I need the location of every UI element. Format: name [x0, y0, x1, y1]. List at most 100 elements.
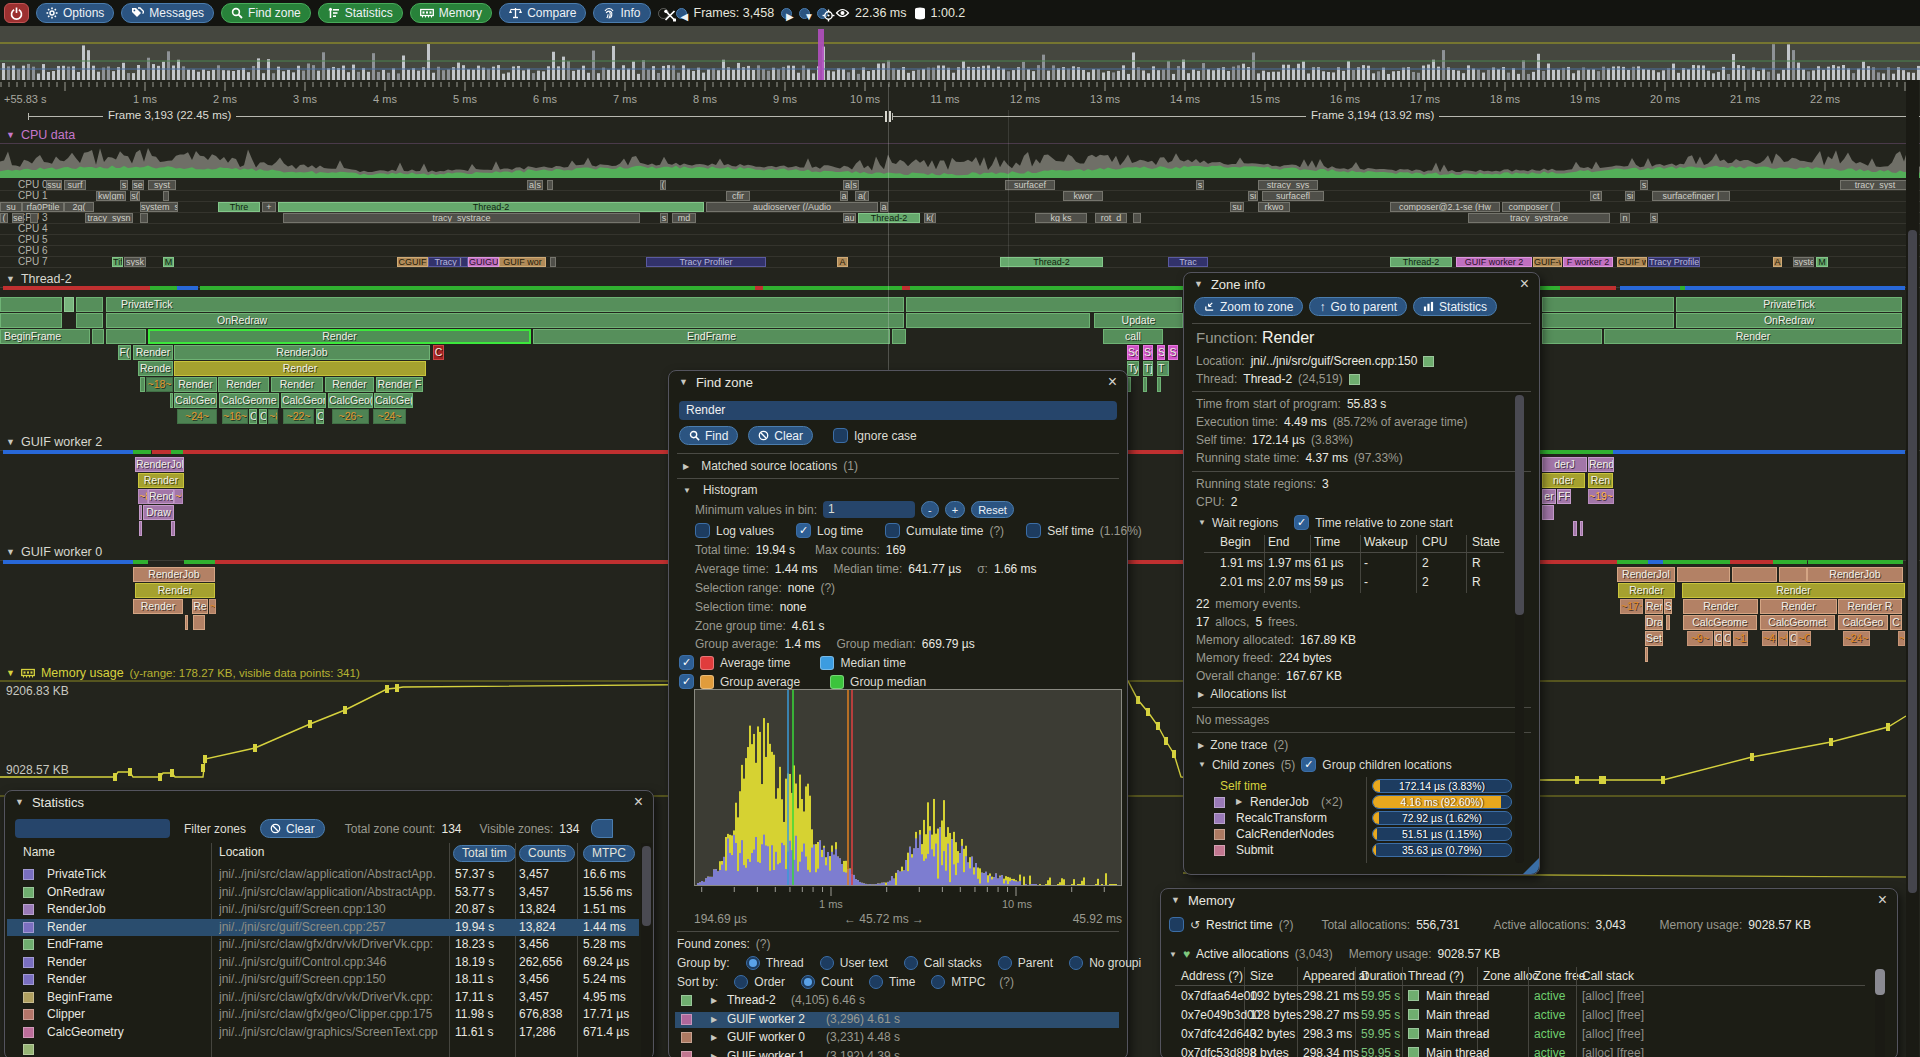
- timeline-zone[interactable]: Render: [148, 329, 531, 344]
- cpu-zone[interactable]: si: [1625, 191, 1635, 201]
- cpu-zone[interactable]: stracy_sys: [1258, 180, 1318, 190]
- timeline-zone[interactable]: [1542, 329, 1602, 344]
- timeline-zone[interactable]: Ren: [1588, 473, 1613, 488]
- cpu-zone[interactable]: a(: [855, 191, 869, 201]
- col-total-time[interactable]: Total tim: [453, 845, 516, 862]
- expand-icon[interactable]: ▶: [711, 1015, 717, 1024]
- cpu-zone[interactable]: GUIGUIF: [468, 257, 499, 267]
- timeline-zone[interactable]: S: [1168, 345, 1178, 360]
- cpu-zone[interactable]: a|s: [527, 180, 543, 190]
- cpu-zone[interactable]: [140, 213, 148, 223]
- checkbox-log-time[interactable]: ✓Log time: [796, 523, 863, 538]
- timeline-zone[interactable]: er: [1542, 489, 1556, 504]
- timeline-zone[interactable]: Render: [1604, 329, 1902, 344]
- col-counts[interactable]: Counts: [519, 845, 575, 862]
- timeline-zone[interactable]: Render: [218, 377, 269, 392]
- memory-title-bar[interactable]: ▼ Memory ×: [1161, 889, 1897, 911]
- memory-usage-header[interactable]: ▼Memory usage(y-range: 178.27 KB, visibl…: [6, 666, 360, 680]
- timeline-zone[interactable]: ~C10~: [1797, 631, 1811, 646]
- cpu-zone[interactable]: system_se: [140, 202, 178, 212]
- options-button[interactable]: Options: [36, 3, 114, 23]
- timeline-zone[interactable]: ~24~: [373, 409, 406, 424]
- expand-icon[interactable]: ▶: [1198, 741, 1204, 750]
- thread-color-swatch[interactable]: [1349, 374, 1360, 385]
- mem-col-header[interactable]: Size: [1250, 969, 1273, 983]
- child-zone-name[interactable]: Submit: [1236, 843, 1273, 857]
- timeline-scrollbar-thumb[interactable]: [1908, 230, 1917, 893]
- memory-button[interactable]: Memory: [410, 3, 492, 23]
- timeline-zone[interactable]: Render: [133, 345, 173, 360]
- timeline-zone[interactable]: Render: [1683, 599, 1758, 614]
- thread-header[interactable]: ▼Thread-2: [6, 272, 72, 286]
- wait-col-header[interactable]: State: [1472, 535, 1500, 549]
- timeline-zone[interactable]: ~17~: [1620, 599, 1643, 614]
- timeline-zone[interactable]: ~9~: [1778, 631, 1788, 646]
- checkbox-self-time[interactable]: Self time(1.16%): [1026, 523, 1142, 538]
- timeline-zone[interactable]: Render: [135, 583, 215, 598]
- mem-col-header[interactable]: Thread (?): [1408, 969, 1464, 983]
- minus-button[interactable]: -: [921, 501, 939, 518]
- cpu-data-header[interactable]: ▼CPU data: [6, 128, 75, 142]
- timeline-zone[interactable]: [1542, 313, 1674, 328]
- thread-header[interactable]: ▼GUIF worker 0: [6, 545, 102, 559]
- cpu-zone[interactable]: a|s: [843, 180, 859, 190]
- timeline-zone[interactable]: Rende: [138, 361, 173, 376]
- expand-icon[interactable]: ▶: [711, 1052, 717, 1057]
- clipped-button[interactable]: [591, 819, 613, 838]
- timeline-zone[interactable]: Render: [138, 473, 184, 488]
- stats-scrollbar-thumb[interactable]: [642, 846, 651, 926]
- cpu-zone[interactable]: Thre: [218, 202, 260, 212]
- timeline-zone[interactable]: [193, 615, 205, 630]
- cpu-zone[interactable]: s: [1640, 180, 1648, 190]
- timeline-zone[interactable]: C: [316, 409, 324, 424]
- timeline-zone[interactable]: Tj: [1143, 361, 1153, 376]
- mem-col-header[interactable]: Appeared at: [1303, 969, 1368, 983]
- cpu-zone[interactable]: s: [660, 213, 668, 223]
- timeline-zone[interactable]: ~9~: [1687, 631, 1713, 646]
- timeline-zone[interactable]: ~26~: [332, 409, 369, 424]
- cpu-zone[interactable]: n: [1620, 213, 1630, 223]
- cpu-zone[interactable]: s: [1650, 213, 1658, 223]
- timeline-zone[interactable]: Render: [1618, 583, 1675, 598]
- collapse-icon[interactable]: ▼: [1198, 760, 1206, 769]
- found-zone-group[interactable]: ▶GUIF worker 1(3,192) 4.39 s: [675, 1049, 1119, 1057]
- cpu-zone[interactable]: audioserver (/Audio: [706, 202, 878, 212]
- timeline-zone[interactable]: Sc: [1127, 345, 1139, 360]
- restrict-time-checkbox[interactable]: [1169, 917, 1184, 932]
- cpu-zone[interactable]: Trac: [1168, 257, 1208, 267]
- cpu-zone[interactable]: surfacefl: [1262, 191, 1324, 201]
- wait-col-header[interactable]: CPU: [1422, 535, 1447, 549]
- find-zone-button[interactable]: Find zone: [221, 3, 311, 23]
- cpu-zone[interactable]: se: [132, 180, 144, 190]
- child-zone-name[interactable]: RecalcTransform: [1236, 811, 1327, 825]
- table-row[interactable]: EndFramejni/../jni/src/claw/gfx/drv/vk/D…: [7, 936, 639, 953]
- timeline-zone[interactable]: Ty: [1127, 361, 1139, 376]
- timeline-zone[interactable]: C: [249, 409, 257, 424]
- timeline-zone[interactable]: PrivateTick: [106, 297, 904, 312]
- table-row[interactable]: CalcGeometryjni/../jni/src/claw/graphics…: [7, 1024, 639, 1041]
- cpu-zone[interactable]: s: [120, 180, 128, 190]
- collapse-icon[interactable]: ▼: [1169, 950, 1177, 959]
- cpu-zone[interactable]: 2g(: [64, 202, 94, 212]
- cpu-zone[interactable]: ct: [1590, 191, 1602, 201]
- radio-count[interactable]: Count: [801, 975, 853, 989]
- time-relative-checkbox[interactable]: ✓: [1294, 515, 1309, 530]
- timeline-zone[interactable]: Render F: [376, 377, 423, 392]
- timeline-zone[interactable]: CalcGeo(: [328, 393, 373, 408]
- cpu-zone[interactable]: F worker 2: [1563, 257, 1613, 267]
- mem-col-header[interactable]: Zone alloc: [1483, 969, 1538, 983]
- find-zone-title-bar[interactable]: ▼ Find zone ×: [669, 371, 1127, 393]
- timeline-zone[interactable]: C(: [259, 409, 267, 424]
- cpu-zone[interactable]: tracy_syst: [1840, 180, 1910, 190]
- cpu-zone[interactable]: md: [672, 213, 696, 223]
- wait-col-header[interactable]: Time: [1314, 535, 1340, 549]
- timeline-zone[interactable]: [92, 329, 104, 344]
- timeline-zone[interactable]: C: [433, 345, 444, 360]
- go-to-parent-button[interactable]: ↑Go to parent: [1309, 297, 1407, 316]
- collapse-icon[interactable]: ▼: [1194, 279, 1203, 289]
- found-zone-group[interactable]: ▶Thread-2(4,105) 6.46 s: [675, 993, 1119, 1009]
- radio-parent[interactable]: Parent: [998, 956, 1053, 970]
- statistics-button[interactable]: Statistics: [1413, 297, 1497, 316]
- power-button[interactable]: [4, 3, 29, 23]
- collapse-icon[interactable]: ▼: [15, 797, 24, 807]
